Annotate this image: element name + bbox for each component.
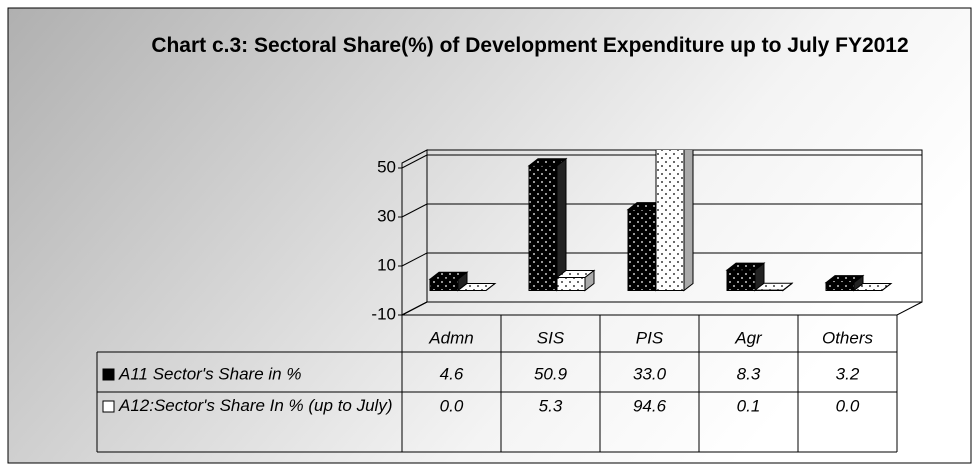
- bar-front: [825, 282, 855, 292]
- grid-line: [401, 154, 428, 169]
- bar: [527, 157, 568, 292]
- grid-line: [401, 203, 428, 218]
- bar-front: [528, 165, 558, 291]
- y-tick-label: 10: [377, 255, 396, 274]
- value-label: 33.0: [633, 364, 667, 383]
- grid-line: [401, 301, 428, 316]
- legend-swatch: [102, 368, 115, 381]
- value-label: 4.6: [440, 364, 464, 383]
- value-label: 0.0: [440, 396, 464, 415]
- bar-side: [881, 283, 892, 291]
- bar: [753, 282, 794, 292]
- bar-front: [429, 278, 459, 292]
- value-label: 94.6: [633, 396, 667, 415]
- bar: [852, 283, 893, 291]
- value-label: 0.1: [737, 396, 761, 415]
- value-label: 50.9: [534, 364, 568, 383]
- legend-label: A12:Sector's Share In % (up to July): [118, 396, 393, 415]
- bar-front: [556, 277, 586, 292]
- x-tick-label: Admn: [428, 328, 473, 347]
- bar-side: [556, 157, 567, 292]
- value-label: 5.3: [539, 396, 563, 415]
- bar: [655, 150, 694, 292]
- bar: [555, 269, 596, 292]
- bar: [725, 262, 766, 292]
- y-tick-label: 30: [377, 206, 396, 225]
- x-tick-label: Others: [822, 328, 874, 347]
- chart-title: Chart c.3: Sectoral Share(%) of Developm…: [151, 34, 909, 57]
- bar-front: [655, 150, 685, 292]
- x-tick-label: PIS: [636, 328, 664, 347]
- frame: [7, 7, 972, 464]
- legend-swatch: [102, 400, 115, 413]
- y-tick-label: -10: [371, 304, 396, 323]
- value-label: 0.0: [836, 396, 860, 415]
- bar-side: [485, 283, 496, 291]
- bar-front: [627, 209, 657, 291]
- grid-line: [401, 252, 428, 267]
- plot: [428, 150, 893, 292]
- value-label: 3.2: [836, 364, 860, 383]
- x-tick-label: SIS: [537, 328, 565, 347]
- x-tick-label: Agr: [734, 328, 763, 347]
- bar-front: [726, 269, 756, 292]
- legend-label: A11 Sector's Share in %: [118, 364, 301, 383]
- bar: [824, 274, 865, 292]
- title-box: Chart c.3: Sectoral Share(%) of Developm…: [151, 34, 909, 57]
- value-label: 8.3: [737, 364, 761, 383]
- y-tick-label: 50: [377, 157, 396, 176]
- bar: [456, 283, 497, 291]
